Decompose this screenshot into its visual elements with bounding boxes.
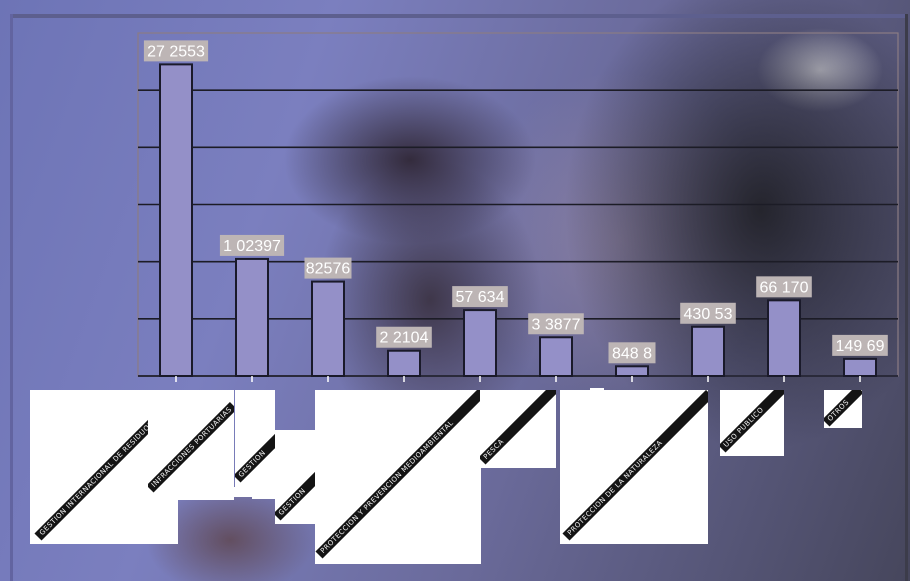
value-label: 430 53 [684, 306, 733, 323]
category-label: GESTION [235, 427, 275, 483]
bar [311, 280, 345, 377]
frame-border-top [10, 14, 908, 18]
value-label-bg [376, 326, 432, 348]
bar [691, 325, 725, 377]
value-label-bg [680, 302, 736, 324]
bar [615, 365, 649, 377]
bar [463, 309, 497, 378]
value-label-bg [832, 334, 888, 356]
bar [843, 357, 877, 377]
category-label-box: PROTECCION Y PREVENCION MEDIOAMBIENTAL [315, 390, 481, 564]
category-label-box: PESCA [480, 390, 556, 468]
category-label: INFRACCIONES PORTUARIAS [148, 402, 234, 493]
category-label-box: GESTION [275, 430, 315, 524]
label-box-filler [252, 487, 275, 499]
bar [159, 63, 193, 377]
value-label-bg [756, 276, 812, 298]
category-label: PROTECCION DE LA NATURALEZA [562, 390, 708, 541]
value-label-bg [528, 313, 584, 335]
category-label-box: PROTECCION DE LA NATURALEZA [560, 390, 708, 544]
category-label: OTROS [824, 390, 862, 427]
category-label-box: GESTION [235, 390, 275, 488]
value-label-bg [452, 286, 508, 308]
category-label-box: USO PUBLICO [720, 390, 784, 456]
value-label: 3 3877 [532, 316, 581, 333]
value-label: 57 634 [456, 289, 505, 306]
value-label: 1 02397 [223, 238, 281, 255]
value-label: 848 8 [612, 345, 652, 362]
bar [387, 349, 421, 377]
bar [767, 299, 801, 378]
value-label: 149 69 [836, 338, 885, 355]
category-label-box [590, 388, 604, 398]
x-ticks [175, 376, 861, 382]
value-label-bg [304, 257, 352, 279]
value-label-bg [219, 234, 285, 256]
category-label-box: OTROS [824, 390, 862, 428]
value-label: 66 170 [760, 279, 809, 296]
value-label-bg [143, 40, 209, 62]
value-label-bg [608, 342, 656, 364]
category-label: USO PUBLICO [720, 390, 784, 453]
category-label: GESTION [275, 468, 315, 521]
value-label: 82576 [306, 261, 351, 278]
value-label: 2 2104 [380, 330, 429, 347]
bars [159, 63, 877, 378]
frame-border-right [905, 14, 908, 581]
category-label-box: INFRACCIONES PORTUARIAS [148, 390, 234, 500]
bar [539, 336, 573, 378]
category-label: PROTECCION Y PREVENCION MEDIOAMBIENTAL [315, 390, 481, 559]
category-label: PESCA [480, 390, 556, 465]
value-label: 27 2553 [147, 43, 205, 60]
frame-border-left [10, 14, 13, 581]
bar [235, 257, 269, 377]
value-labels: 27 2553 1 02397 82576 2 2104 57 634 3 3877 848… [143, 40, 888, 364]
